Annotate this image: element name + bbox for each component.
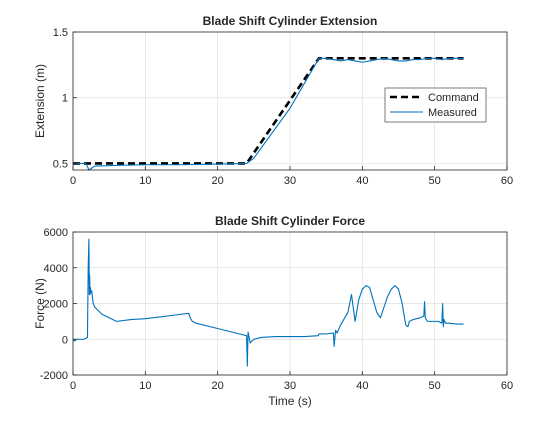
extension-legend: Command Measured [384, 87, 487, 123]
force-series [72, 238, 464, 367]
extension-series [73, 56, 464, 171]
extension-x-tick-label: 40 [356, 175, 368, 187]
extension-ticks: 0 10 20 30 40 50 60 0.5 1 1.5 [53, 27, 513, 187]
force-y-tick-label: -2000 [40, 370, 68, 382]
force-x-tick-label: 20 [212, 380, 224, 392]
force-y-tick-label: 2000 [44, 299, 68, 311]
force-series-line-series [72, 238, 464, 367]
legend-entry-command: Command [428, 92, 479, 104]
extension-x-tick-label: 20 [212, 175, 224, 187]
extension-x-tick-label: 30 [284, 175, 296, 187]
extension-x-tick-label: 0 [70, 175, 76, 187]
legend-box [384, 87, 487, 123]
extension-x-tick-label: 60 [501, 175, 513, 187]
force-x-tick-label: 0 [70, 380, 76, 392]
extension-plot: 0 10 20 30 40 50 60 0.5 1 1.5 Blade Shift Cylinde… [33, 14, 513, 187]
force-y-axis-label: Force (N) [33, 278, 47, 329]
force-y-tick-label: 6000 [44, 227, 68, 239]
force-x-tick-label: 60 [501, 380, 513, 392]
extension-y-tick-label: 1.5 [53, 27, 68, 39]
force-y-tick-label: 0 [62, 334, 68, 346]
force-x-tick-label: 50 [429, 380, 441, 392]
extension-y-tick-label: 0.5 [53, 158, 68, 170]
force-x-tick-label: 30 [284, 380, 296, 392]
extension-x-tick-label: 10 [139, 175, 151, 187]
extension-y-tick-label: 1 [62, 93, 68, 105]
extension-x-tick-label: 50 [429, 175, 441, 187]
force-x-tick-label: 40 [356, 380, 368, 392]
force-x-axis-label: Time (s) [268, 394, 312, 408]
extension-series-line-measured [73, 57, 464, 171]
extension-y-axis-label: Extension (m) [33, 64, 47, 138]
extension-plot-title: Blade Shift Cylinder Extension [203, 14, 378, 28]
force-y-tick-label: 4000 [44, 263, 68, 275]
extension-series-line-command [73, 56, 464, 165]
legend-entry-measured: Measured [428, 107, 477, 119]
force-x-tick-label: 10 [139, 380, 151, 392]
force-plot-title: Blade Shift Cylinder Force [215, 214, 365, 228]
